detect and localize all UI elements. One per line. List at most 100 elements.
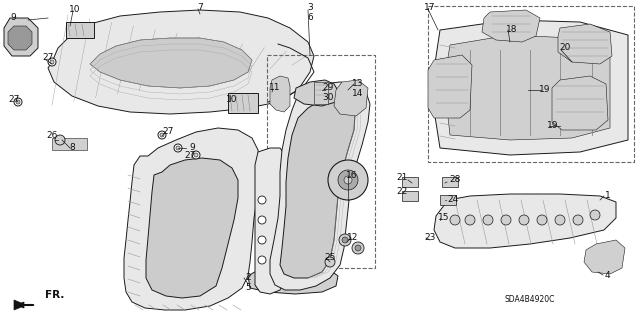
Polygon shape xyxy=(270,82,370,290)
Circle shape xyxy=(338,170,358,190)
Polygon shape xyxy=(255,148,285,294)
Bar xyxy=(314,82,328,104)
Text: 6: 6 xyxy=(307,13,313,23)
Text: 1: 1 xyxy=(605,190,611,199)
Circle shape xyxy=(344,176,352,184)
Bar xyxy=(440,195,456,205)
Text: 9: 9 xyxy=(189,144,195,152)
Text: 29: 29 xyxy=(323,84,333,93)
Text: 10: 10 xyxy=(227,95,237,105)
Circle shape xyxy=(590,210,600,220)
Polygon shape xyxy=(8,26,32,50)
Bar xyxy=(228,93,258,113)
Circle shape xyxy=(158,131,166,139)
Text: 3: 3 xyxy=(307,4,313,12)
Circle shape xyxy=(192,151,200,159)
Bar xyxy=(66,22,94,38)
Circle shape xyxy=(483,215,493,225)
Text: SDA4B4920C: SDA4B4920C xyxy=(505,295,555,305)
Polygon shape xyxy=(428,55,472,118)
Text: 4: 4 xyxy=(604,271,610,279)
Polygon shape xyxy=(270,76,290,112)
Text: 5: 5 xyxy=(245,283,251,292)
Text: 26: 26 xyxy=(46,131,58,140)
Polygon shape xyxy=(4,18,38,56)
Text: 25: 25 xyxy=(324,254,336,263)
Bar xyxy=(442,177,458,187)
Circle shape xyxy=(465,215,475,225)
Text: 13: 13 xyxy=(352,78,364,87)
Polygon shape xyxy=(248,268,338,294)
Polygon shape xyxy=(334,80,368,116)
Polygon shape xyxy=(280,100,355,278)
Text: 28: 28 xyxy=(449,175,461,184)
Text: 12: 12 xyxy=(348,234,358,242)
Circle shape xyxy=(573,215,583,225)
Text: 19: 19 xyxy=(540,85,551,94)
Polygon shape xyxy=(584,240,625,274)
Text: 24: 24 xyxy=(447,196,459,204)
Circle shape xyxy=(258,256,266,264)
Text: 11: 11 xyxy=(269,84,281,93)
Polygon shape xyxy=(434,20,628,155)
Circle shape xyxy=(14,98,22,106)
Circle shape xyxy=(16,100,20,104)
Text: 27: 27 xyxy=(163,128,173,137)
Circle shape xyxy=(501,215,511,225)
Text: 18: 18 xyxy=(506,26,518,34)
Text: 8: 8 xyxy=(69,144,75,152)
Text: 19: 19 xyxy=(547,121,559,130)
Circle shape xyxy=(258,216,266,224)
Text: 7: 7 xyxy=(197,4,203,12)
Polygon shape xyxy=(146,158,238,298)
Polygon shape xyxy=(558,24,612,64)
Circle shape xyxy=(519,215,529,225)
Bar xyxy=(402,177,418,187)
Text: 14: 14 xyxy=(352,88,364,98)
Circle shape xyxy=(328,160,368,200)
Circle shape xyxy=(160,133,164,137)
Circle shape xyxy=(339,234,351,246)
Circle shape xyxy=(325,257,335,267)
Bar xyxy=(52,138,87,150)
Circle shape xyxy=(355,245,361,251)
Text: 20: 20 xyxy=(559,43,571,53)
Polygon shape xyxy=(294,80,340,106)
Text: 23: 23 xyxy=(424,234,436,242)
Circle shape xyxy=(48,58,56,66)
Circle shape xyxy=(555,215,565,225)
Text: FR.: FR. xyxy=(45,290,65,300)
Text: 10: 10 xyxy=(69,5,81,14)
Circle shape xyxy=(55,135,65,145)
Circle shape xyxy=(176,146,180,150)
Polygon shape xyxy=(434,194,616,248)
Polygon shape xyxy=(14,300,26,310)
Text: 27: 27 xyxy=(184,151,196,160)
Polygon shape xyxy=(552,76,608,130)
Circle shape xyxy=(174,144,182,152)
Circle shape xyxy=(537,215,547,225)
Text: 30: 30 xyxy=(323,93,333,102)
Text: 17: 17 xyxy=(424,4,436,12)
Polygon shape xyxy=(446,35,610,140)
Circle shape xyxy=(258,196,266,204)
Circle shape xyxy=(50,60,54,64)
Text: 21: 21 xyxy=(396,174,408,182)
Polygon shape xyxy=(48,10,314,114)
Text: 2: 2 xyxy=(245,273,251,283)
Circle shape xyxy=(342,237,348,243)
Polygon shape xyxy=(124,128,260,310)
Circle shape xyxy=(450,215,460,225)
Text: 15: 15 xyxy=(438,213,450,222)
Text: 27: 27 xyxy=(8,95,20,105)
Circle shape xyxy=(258,236,266,244)
Text: 27: 27 xyxy=(42,54,54,63)
Polygon shape xyxy=(90,38,252,88)
Circle shape xyxy=(194,153,198,157)
Bar xyxy=(402,191,418,201)
Circle shape xyxy=(352,242,364,254)
Polygon shape xyxy=(482,10,540,42)
Text: 16: 16 xyxy=(346,170,358,180)
Text: 9: 9 xyxy=(10,13,16,23)
Text: 22: 22 xyxy=(396,188,408,197)
